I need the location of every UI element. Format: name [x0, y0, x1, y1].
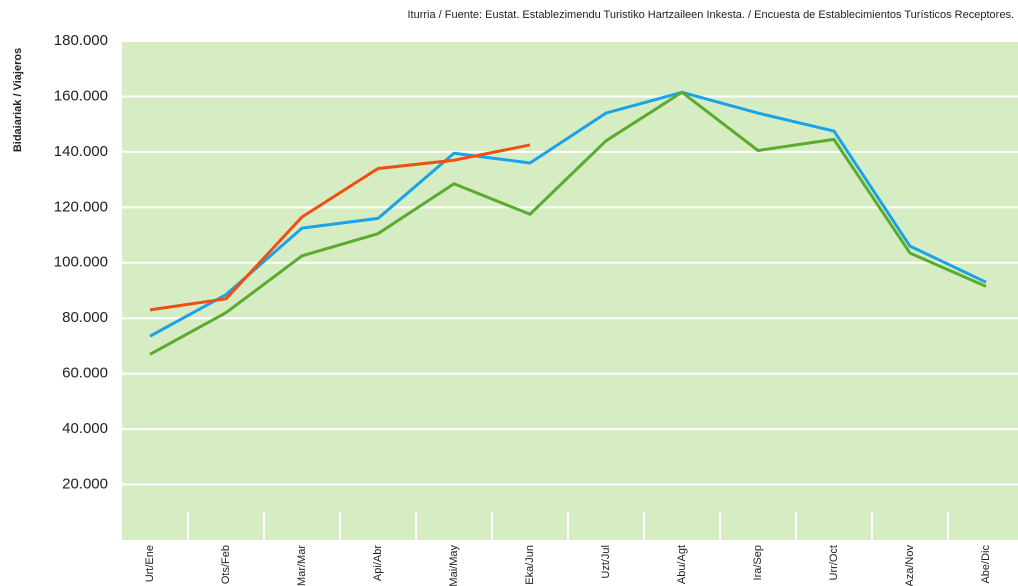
y-tick-label: 180.000	[54, 32, 108, 49]
series-line	[149, 90, 987, 338]
y-tick-label: 20.000	[62, 476, 108, 493]
x-tick-label: Abe/Dic	[980, 545, 992, 584]
x-tick-label: Ots/Feb	[220, 545, 232, 584]
source-note: Iturria / Fuente: Eustat. Establezimendu…	[407, 9, 1014, 21]
y-tick-label: 40.000	[62, 420, 108, 437]
series-line	[149, 90, 987, 356]
x-tick-label: Abu/Agt	[676, 545, 688, 584]
y-axis-label: Bidaiariak / Viajeros	[12, 48, 24, 152]
x-tick-label: Urt/Ene	[144, 545, 156, 582]
x-tick-label: Mar/Mar	[296, 545, 308, 586]
x-tick-label: Uzt/Jul	[600, 545, 612, 579]
plot-area	[122, 40, 1018, 540]
y-tick-label: 60.000	[62, 365, 108, 382]
x-tick-label: Ira/Sep	[752, 545, 764, 580]
y-tick-label: 100.000	[54, 254, 108, 271]
x-tick-label: Api/Abr	[372, 545, 384, 581]
x-tick-label: Urr/Oct	[828, 545, 840, 580]
x-tick-label: Mai/May	[448, 545, 460, 586]
y-tick-label: 120.000	[54, 198, 108, 215]
y-tick-label: 140.000	[54, 143, 108, 160]
series-line	[149, 143, 531, 312]
y-tick-label: 160.000	[54, 87, 108, 104]
x-tick-label: Eka/Jun	[524, 545, 536, 585]
x-tick-label: Aza/Nov	[904, 545, 916, 586]
y-tick-label: 80.000	[62, 309, 108, 326]
